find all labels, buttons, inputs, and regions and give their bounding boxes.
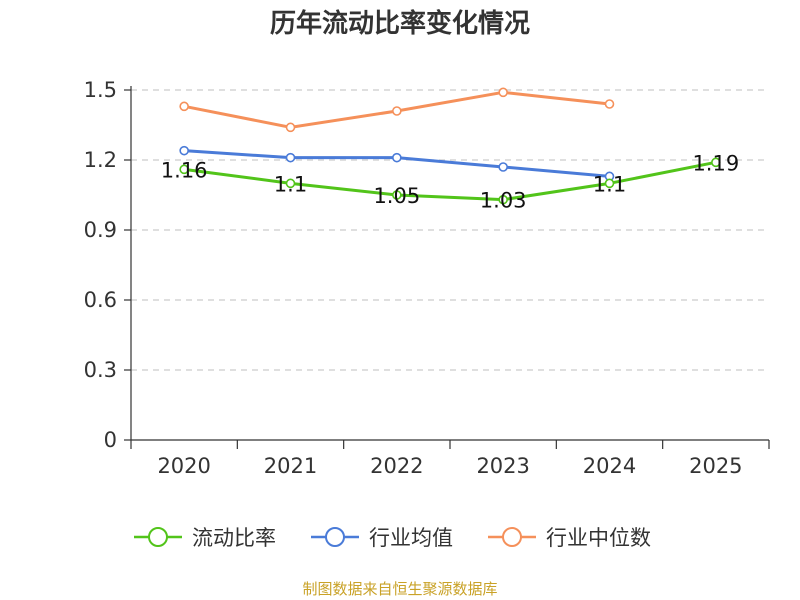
data-point bbox=[498, 194, 508, 205]
y-tick-label: 1.2 bbox=[84, 148, 117, 172]
x-tick-label: 2025 bbox=[689, 454, 742, 478]
series-lines bbox=[179, 87, 721, 205]
data-point bbox=[604, 178, 615, 189]
y-tick-label: 1.5 bbox=[84, 78, 117, 102]
y-tick-label: 0 bbox=[104, 428, 117, 452]
y-tick-label: 0.3 bbox=[84, 358, 117, 382]
legend-label: 行业均值 bbox=[369, 526, 453, 550]
legend-marker bbox=[148, 527, 168, 547]
data-point bbox=[392, 152, 402, 163]
data-label: 1.16 bbox=[161, 158, 208, 182]
legend-item-0[interactable]: 流动比率 bbox=[134, 526, 276, 550]
series-line-0 bbox=[183, 160, 717, 202]
legend-marker bbox=[502, 527, 522, 547]
data-point bbox=[285, 152, 296, 163]
data-label: 1.1 bbox=[274, 172, 307, 196]
y-tick-label: 0.6 bbox=[84, 288, 117, 312]
x-axis-ticks: 2020 2021 2022 2023 2024 2025 bbox=[130, 440, 770, 478]
chart-title: 历年流动比率变化情况 bbox=[270, 8, 530, 39]
x-tick-label: 2020 bbox=[157, 454, 210, 478]
data-label: 1.1 bbox=[593, 172, 626, 196]
gridlines bbox=[131, 89, 769, 371]
data-point bbox=[285, 122, 296, 133]
data-point bbox=[498, 162, 508, 172]
legend-item-2[interactable]: 行业中位数 bbox=[488, 526, 651, 550]
data-point bbox=[392, 106, 402, 116]
y-axis-ticks: 0 0.3 0.6 0.9 1.2 1.5 bbox=[84, 78, 131, 452]
data-point bbox=[498, 87, 508, 98]
legend[interactable]: 流动比率 行业均值 行业中位数 bbox=[134, 526, 651, 550]
data-point bbox=[179, 164, 189, 175]
data-point bbox=[285, 178, 296, 189]
legend-marker bbox=[325, 527, 345, 547]
data-label: 1.19 bbox=[692, 151, 739, 175]
data-point bbox=[392, 190, 402, 200]
x-tick-label: 2023 bbox=[476, 454, 529, 478]
data-point bbox=[604, 99, 615, 109]
data-labels: 1.16 1.1 1.05 1.03 1.1 1.19 bbox=[161, 151, 739, 212]
data-label: 1.03 bbox=[480, 189, 527, 213]
x-tick-label: 2022 bbox=[370, 454, 423, 478]
x-tick-label: 2021 bbox=[264, 454, 317, 478]
legend-item-1[interactable]: 行业均值 bbox=[311, 526, 453, 550]
y-tick-label: 0.9 bbox=[84, 218, 117, 242]
data-point bbox=[711, 157, 721, 168]
legend-label: 行业中位数 bbox=[546, 526, 651, 550]
source-note: 制图数据来自恒生聚源数据库 bbox=[302, 580, 497, 598]
data-label: 1.05 bbox=[373, 184, 420, 208]
axes bbox=[130, 86, 769, 441]
data-point bbox=[179, 101, 189, 112]
legend-label: 流动比率 bbox=[192, 526, 276, 550]
data-point bbox=[179, 145, 189, 156]
x-tick-label: 2024 bbox=[583, 454, 636, 478]
